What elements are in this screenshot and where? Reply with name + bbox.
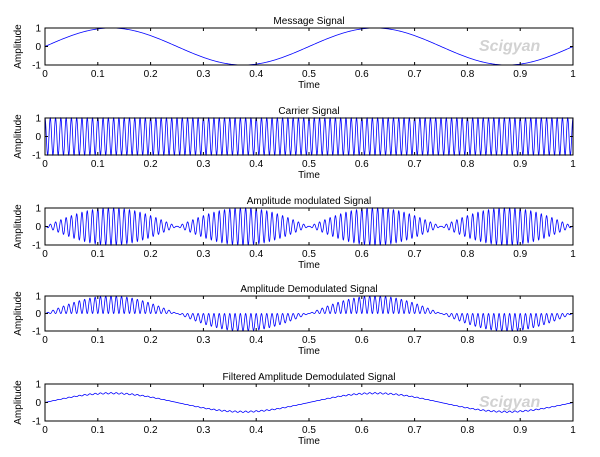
y-tick-label: -1 [32, 151, 41, 162]
subplot-title: Amplitude modulated Signal [247, 196, 372, 207]
y-tick-label: 0 [35, 222, 41, 233]
x-tick-label: 0.1 [91, 159, 105, 170]
x-tick-label: 0.6 [355, 159, 369, 170]
y-tick-label: 1 [35, 292, 41, 303]
axes-box [44, 117, 574, 156]
y-axis-label: Amplitude [13, 291, 24, 336]
x-tick-label: 0.2 [144, 425, 158, 436]
x-tick-label: 1 [570, 249, 576, 260]
y-tick-label: 0 [35, 132, 41, 143]
x-tick-label: 0 [42, 425, 48, 436]
x-tick-label: 0 [42, 249, 48, 260]
subplot-5: Filtered Amplitude Demodulated Signal 0 0.… [13, 372, 576, 447]
x-tick-label: 0 [42, 159, 48, 170]
x-tick-label: 0.7 [408, 159, 422, 170]
x-tick-label: 0.6 [355, 335, 369, 346]
x-tick-label: 0.9 [513, 69, 527, 80]
x-tick-label: 0.8 [460, 159, 474, 170]
x-tick-label: 0.5 [302, 69, 316, 80]
x-tick-label: 1 [570, 69, 576, 80]
x-tick-label: 0.6 [355, 249, 369, 260]
y-tick-label: 1 [35, 114, 41, 125]
y-tick-label: -1 [32, 417, 41, 428]
x-tick-label: 0.5 [302, 159, 316, 170]
series-line-am [44, 207, 574, 246]
subplot-title: Message Signal [273, 16, 344, 27]
y-tick-label: -1 [32, 241, 41, 252]
y-axis-label: Amplitude [13, 380, 24, 425]
x-tick-label: 0.1 [91, 249, 105, 260]
x-tick-label: 0.3 [196, 425, 210, 436]
x-tick-label: 0.4 [249, 69, 263, 80]
x-tick-label: 0.5 [302, 425, 316, 436]
y-tick-label: 0 [35, 309, 41, 320]
x-tick-label: 0.1 [91, 335, 105, 346]
y-tick-label: 0 [35, 42, 41, 53]
x-tick-label: 0.9 [513, 425, 527, 436]
x-tick-label: 0 [42, 69, 48, 80]
y-axis-label: Amplitude [13, 204, 24, 249]
x-tick-label: 0.7 [408, 69, 422, 80]
x-tick-label: 0.1 [91, 69, 105, 80]
x-tick-label: 0.2 [144, 69, 158, 80]
watermark-logo: Scigyan [479, 38, 541, 55]
x-tick-label: 0.3 [196, 69, 210, 80]
subplot-2: Carrier Signal 0 0.1 0.2 0.3 0.4 0.5 0.6 0.7 0.8 0… [13, 106, 576, 181]
x-axis-label: Time [298, 80, 320, 91]
x-tick-label: 0.8 [460, 335, 474, 346]
x-tick-label: 1 [570, 335, 576, 346]
subplot-title: Carrier Signal [278, 106, 339, 117]
x-axis-label: Time [298, 170, 320, 181]
y-tick-label: 1 [35, 24, 41, 35]
x-tick-label: 0 [42, 335, 48, 346]
x-tick-label: 0.4 [249, 249, 263, 260]
x-tick-label: 0.1 [91, 425, 105, 436]
x-tick-label: 0.2 [144, 249, 158, 260]
x-axis-label: Time [298, 436, 320, 447]
subplot-4: Amplitude Demodulated Signal 0 0.1 0.2 0.3 0.… [13, 284, 576, 357]
x-tick-label: 0.7 [408, 425, 422, 436]
x-tick-label: 0.3 [196, 249, 210, 260]
y-tick-label: -1 [32, 61, 41, 72]
x-tick-label: 0.9 [513, 159, 527, 170]
subplot-title: Filtered Amplitude Demodulated Signal [223, 372, 396, 383]
series-line-filtered [44, 392, 574, 413]
x-tick-label: 0.6 [355, 69, 369, 80]
x-tick-label: 0.2 [144, 335, 158, 346]
y-axis-label: Amplitude [13, 114, 24, 159]
x-tick-label: 0.8 [460, 425, 474, 436]
x-tick-label: 0.3 [196, 335, 210, 346]
x-tick-label: 0.6 [355, 425, 369, 436]
y-axis-label: Amplitude [13, 24, 24, 69]
x-tick-label: 0.4 [249, 335, 263, 346]
x-tick-label: 0.8 [460, 249, 474, 260]
series-line-carrier [44, 117, 574, 156]
series-line-demod [45, 295, 573, 332]
x-axis-label: Time [298, 346, 320, 357]
x-tick-label: 0.7 [408, 335, 422, 346]
x-tick-label: 0.7 [408, 249, 422, 260]
subplot-1: Message Signal 0 0.1 0.2 0.3 0.4 0.5 0.6 0.7 0.8 0… [13, 16, 576, 91]
watermark-logo: Scigyan [479, 394, 541, 411]
x-tick-label: 0.9 [513, 249, 527, 260]
series-line-message [44, 27, 574, 66]
x-tick-label: 0.5 [302, 249, 316, 260]
x-tick-label: 0.9 [513, 335, 527, 346]
x-tick-label: 1 [570, 425, 576, 436]
y-tick-label: 0 [35, 398, 41, 409]
y-tick-label: 1 [35, 380, 41, 391]
y-tick-label: -1 [32, 327, 41, 338]
x-tick-label: 0.2 [144, 159, 158, 170]
x-tick-label: 0.3 [196, 159, 210, 170]
x-tick-label: 0.8 [460, 69, 474, 80]
subplot-3: Amplitude modulated Signal 0 0.1 0.2 0.3 0.4 0… [13, 196, 576, 271]
x-tick-label: 0.4 [249, 425, 263, 436]
x-tick-label: 0.5 [302, 335, 316, 346]
y-tick-label: 1 [35, 204, 41, 215]
x-tick-label: 1 [570, 159, 576, 170]
x-axis-label: Time [298, 260, 320, 271]
x-tick-label: 0.4 [249, 159, 263, 170]
subplot-title: Amplitude Demodulated Signal [240, 284, 377, 295]
